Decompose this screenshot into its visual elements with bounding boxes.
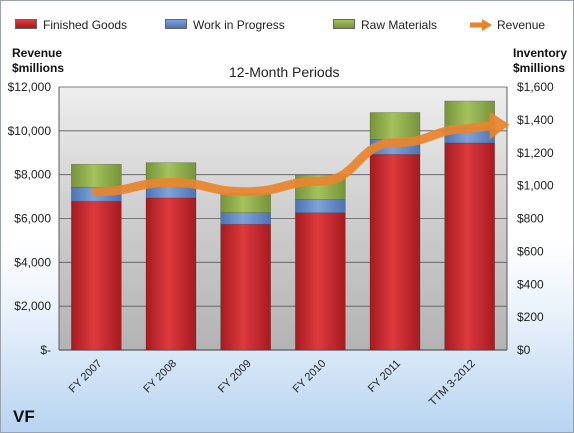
legend-label-revenue: Revenue (497, 18, 546, 32)
right-tick-label: $400 (517, 277, 544, 291)
left-tick-label: $12,000 (8, 80, 52, 94)
bar-finished-goods-ttm-3-2012 (444, 142, 495, 351)
left-axis-title: Revenue $millions (12, 46, 64, 76)
right-tick-label: $0 (517, 343, 531, 357)
company-label: VF (13, 407, 35, 426)
right-tick-label: $1,000 (517, 179, 554, 193)
legend-swatch-raw-materials (333, 19, 355, 29)
left-tick-label: $4,000 (14, 255, 51, 269)
right-tick-label: $600 (517, 244, 544, 258)
right-tick-label: $1,200 (517, 146, 554, 160)
left-tick-label: $8,000 (14, 168, 51, 182)
bar-finished-goods-fy-2007 (71, 200, 122, 351)
bar-raw-materials-fy-2007 (71, 163, 122, 188)
legend-label-work-in-progress: Work in Progress (193, 18, 285, 32)
bar-raw-materials-fy-2011 (369, 112, 421, 140)
bar-work-in-progress-fy-2009 (220, 212, 271, 225)
right-tick-label: $1,400 (517, 113, 554, 127)
revenue-arrowhead (489, 111, 510, 140)
bar-finished-goods-fy-2011 (369, 154, 421, 351)
right-axis-title-text: Inventory $millions (513, 46, 568, 75)
bar-finished-goods-fy-2010 (295, 212, 346, 351)
legend-label-finished-goods: Finished Goods (43, 18, 128, 32)
bar-work-in-progress-fy-2010 (295, 199, 346, 214)
x-tick-label-fy-2010: FY 2010 (291, 358, 329, 396)
revenue-line (91, 121, 497, 197)
legend-arrow-revenue (470, 19, 492, 31)
bar-work-in-progress-fy-2008 (145, 186, 197, 199)
x-tick-label-ttm-3-2012: TTM 3-2012 (427, 358, 478, 409)
legend-label-raw-materials: Raw Materials (361, 18, 438, 32)
x-tick-label-fy-2011: FY 2011 (366, 358, 403, 395)
bar-finished-goods-fy-2009 (220, 223, 271, 351)
right-tick-label: $1,600 (517, 80, 554, 94)
chart-title: 12-Month Periods (229, 64, 340, 80)
right-tick-label: $200 (517, 310, 544, 324)
x-tick-label-fy-2007: FY 2007 (67, 358, 105, 396)
bar-finished-goods-fy-2008 (145, 197, 197, 351)
legend-swatch-work-in-progress (165, 19, 187, 29)
chart-legend: Finished Goods Work in Progress Raw Mate… (13, 16, 573, 34)
left-tick-label: $10,000 (8, 124, 52, 138)
x-tick-label-fy-2008: FY 2008 (141, 358, 179, 396)
left-tick-label: $2,000 (14, 299, 51, 313)
left-axis-title-text: Revenue $millions (12, 46, 65, 75)
right-tick-label: $800 (517, 212, 544, 226)
left-tick-label: $- (40, 343, 51, 357)
right-axis-title: Inventory $millions (513, 46, 569, 76)
legend-swatch-finished-goods (15, 19, 37, 29)
x-tick-label-fy-2009: FY 2009 (216, 358, 254, 396)
left-tick-label: $6,000 (14, 212, 51, 226)
